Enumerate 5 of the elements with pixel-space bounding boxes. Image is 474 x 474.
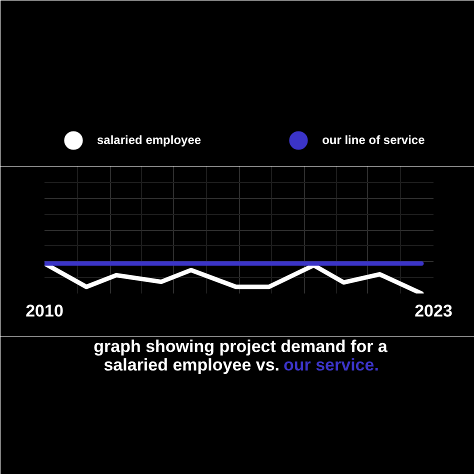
legend-label: salaried employee — [97, 133, 202, 147]
legend-label: our line of service — [322, 133, 425, 147]
text: graph showing project demand for a salaried employee vs. our service. — [94, 337, 388, 374]
x-tick-label: 2010 — [26, 302, 64, 320]
x-tick-label: 2023 — [414, 302, 452, 320]
